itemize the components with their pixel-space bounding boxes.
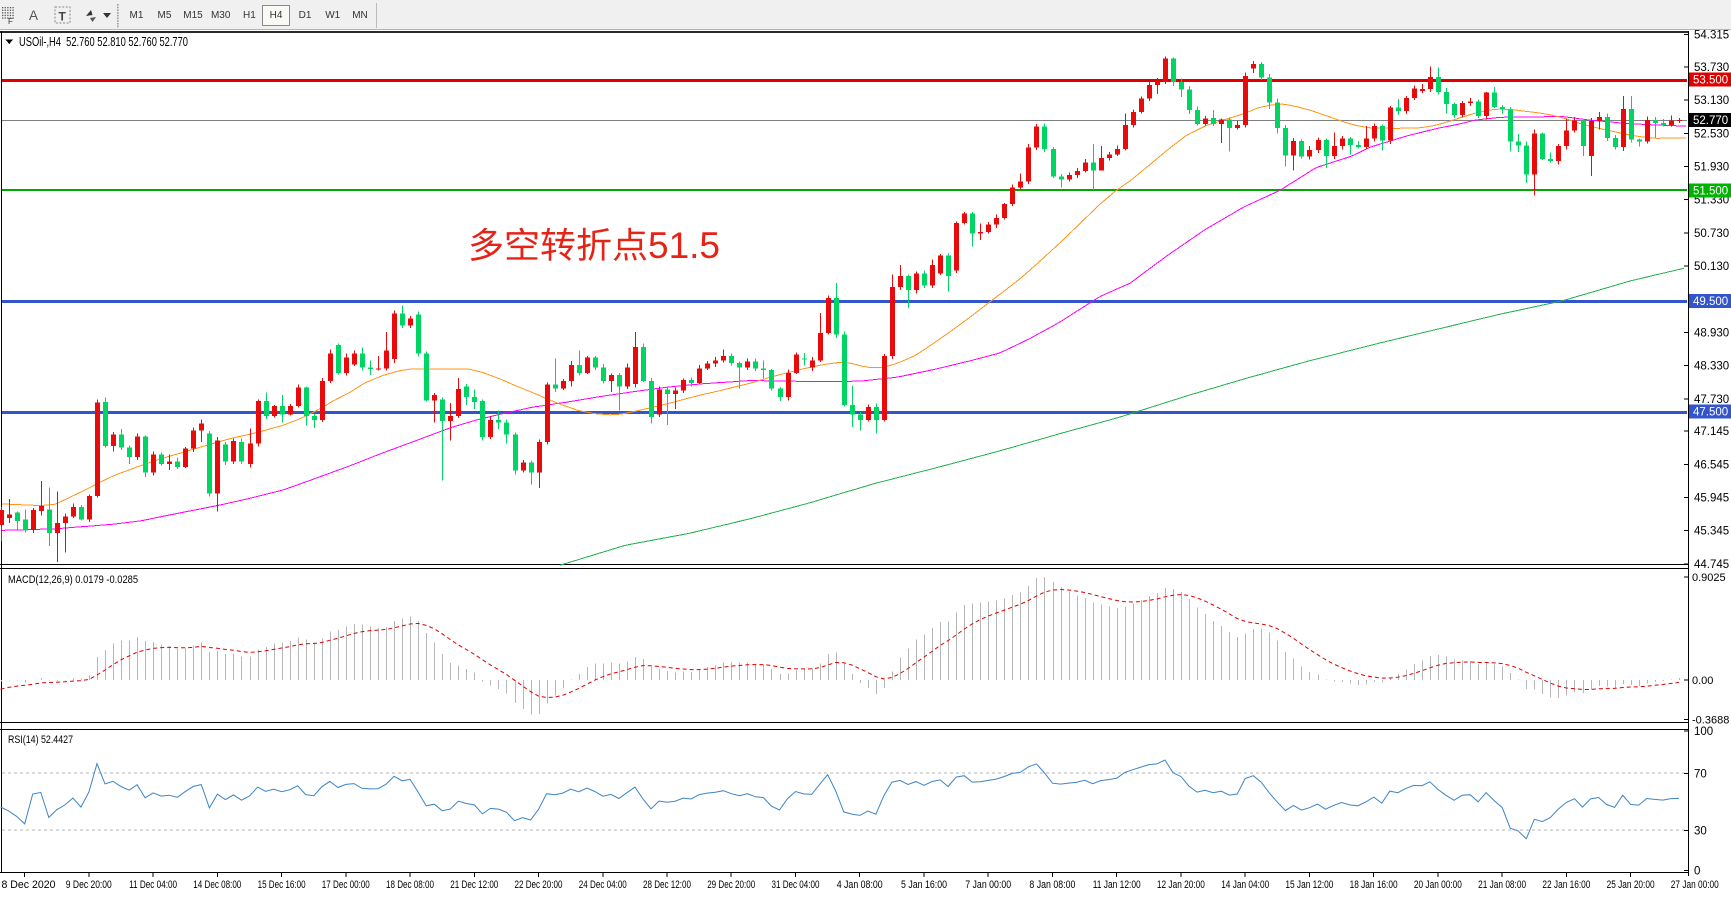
svg-text:22 Dec 20:00: 22 Dec 20:00 bbox=[515, 879, 563, 891]
svg-text:100: 100 bbox=[1694, 726, 1713, 738]
svg-text:15 Jan 12:00: 15 Jan 12:00 bbox=[1285, 879, 1333, 891]
svg-text:F: F bbox=[8, 17, 13, 26]
svg-text:21 Jan 08:00: 21 Jan 08:00 bbox=[1478, 879, 1526, 891]
svg-text:51.930: 51.930 bbox=[1694, 162, 1729, 174]
svg-text:51.500: 51.500 bbox=[1693, 185, 1728, 197]
svg-text:53.730: 53.730 bbox=[1694, 62, 1729, 74]
svg-text:14 Jan 04:00: 14 Jan 04:00 bbox=[1221, 879, 1269, 891]
svg-text:30: 30 bbox=[1694, 825, 1707, 837]
svg-text:47.145: 47.145 bbox=[1694, 426, 1729, 438]
svg-text:53.500: 53.500 bbox=[1693, 75, 1728, 87]
svg-text:54.315: 54.315 bbox=[1694, 30, 1729, 42]
svg-text:4 Jan 08:00: 4 Jan 08:00 bbox=[837, 879, 883, 891]
svg-text:31 Dec 04:00: 31 Dec 04:00 bbox=[772, 879, 820, 891]
svg-text:15 Dec 16:00: 15 Dec 16:00 bbox=[258, 879, 306, 891]
svg-text:-0.3688: -0.3688 bbox=[1692, 715, 1729, 727]
svg-text:20 Jan 00:00: 20 Jan 00:00 bbox=[1414, 879, 1462, 891]
svg-text:50.730: 50.730 bbox=[1694, 228, 1729, 240]
svg-text:25 Jan 20:00: 25 Jan 20:00 bbox=[1607, 879, 1655, 891]
svg-text:17 Dec 00:00: 17 Dec 00:00 bbox=[322, 879, 370, 891]
svg-text:18 Dec 08:00: 18 Dec 08:00 bbox=[386, 879, 434, 891]
svg-text:7 Jan 00:00: 7 Jan 00:00 bbox=[965, 879, 1011, 891]
svg-text:45.945: 45.945 bbox=[1694, 493, 1729, 505]
svg-text:47.500: 47.500 bbox=[1693, 407, 1728, 419]
svg-text:52.530: 52.530 bbox=[1694, 128, 1729, 140]
svg-text:48.330: 48.330 bbox=[1694, 361, 1729, 373]
svg-text:44.745: 44.745 bbox=[1694, 559, 1729, 571]
svg-text:51.5: 51.5 bbox=[648, 225, 720, 266]
svg-text:0.00: 0.00 bbox=[1692, 675, 1713, 687]
svg-text:52.770: 52.770 bbox=[1693, 115, 1728, 127]
svg-text:11 Dec 04:00: 11 Dec 04:00 bbox=[129, 879, 177, 891]
svg-text:45.345: 45.345 bbox=[1694, 526, 1729, 538]
svg-text:22 Jan 16:00: 22 Jan 16:00 bbox=[1542, 879, 1590, 891]
svg-text:51.330: 51.330 bbox=[1694, 195, 1729, 207]
svg-text:8 Dec 2020: 8 Dec 2020 bbox=[2, 879, 56, 891]
svg-text:49.500: 49.500 bbox=[1693, 296, 1728, 308]
svg-text:28 Dec 12:00: 28 Dec 12:00 bbox=[643, 879, 691, 891]
svg-text:48.930: 48.930 bbox=[1694, 327, 1729, 339]
svg-text:50.130: 50.130 bbox=[1694, 261, 1729, 273]
svg-text:14 Dec 08:00: 14 Dec 08:00 bbox=[193, 879, 241, 891]
svg-text:MACD(12,26,9) 0.0179 -0.0285: MACD(12,26,9) 0.0179 -0.0285 bbox=[8, 574, 138, 586]
svg-text:21 Dec 12:00: 21 Dec 12:00 bbox=[450, 879, 498, 891]
svg-text:70: 70 bbox=[1694, 769, 1707, 781]
svg-text:29 Dec 20:00: 29 Dec 20:00 bbox=[707, 879, 755, 891]
svg-text:8 Jan 08:00: 8 Jan 08:00 bbox=[1029, 879, 1075, 891]
svg-text:5 Jan 16:00: 5 Jan 16:00 bbox=[901, 879, 947, 891]
svg-text:12 Jan 20:00: 12 Jan 20:00 bbox=[1157, 879, 1205, 891]
svg-text:0: 0 bbox=[1694, 866, 1700, 878]
svg-text:USOil-,H4 52.760 52.810 52.76: USOil-,H4 52.760 52.810 52.760 52.770 bbox=[19, 35, 188, 49]
svg-text:53.130: 53.130 bbox=[1694, 95, 1729, 107]
svg-text:0.9025: 0.9025 bbox=[1692, 572, 1726, 584]
svg-text:24 Dec 04:00: 24 Dec 04:00 bbox=[579, 879, 627, 891]
svg-text:18 Jan 16:00: 18 Jan 16:00 bbox=[1350, 879, 1398, 891]
svg-text:9 Dec 20:00: 9 Dec 20:00 bbox=[66, 879, 112, 891]
svg-text:46.545: 46.545 bbox=[1694, 459, 1729, 471]
svg-text:T: T bbox=[59, 10, 67, 24]
svg-text:RSI(14) 52.4427: RSI(14) 52.4427 bbox=[8, 734, 73, 746]
svg-text:A: A bbox=[29, 8, 38, 23]
svg-text:47.730: 47.730 bbox=[1694, 394, 1729, 406]
svg-text:11 Jan 12:00: 11 Jan 12:00 bbox=[1093, 879, 1141, 891]
svg-text:27 Jan 00:00: 27 Jan 00:00 bbox=[1671, 879, 1719, 891]
